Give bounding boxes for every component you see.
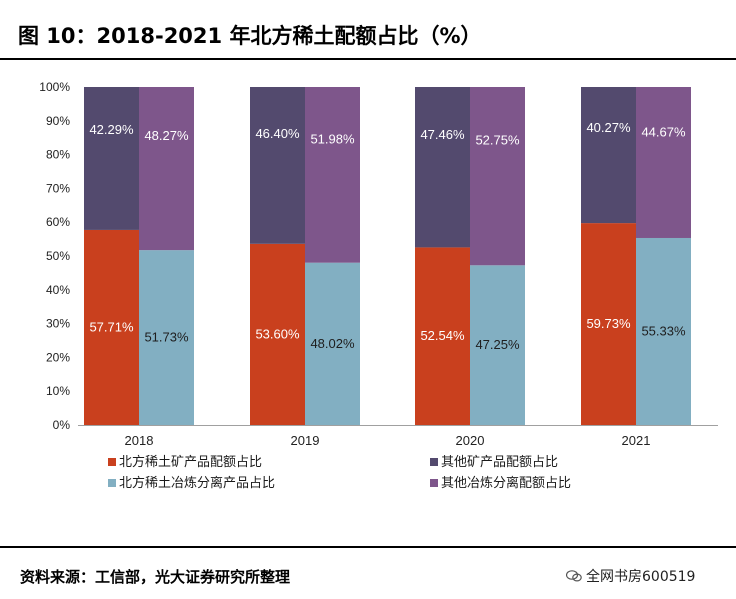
bar-segment <box>84 87 139 230</box>
legend-label: 北方稀土冶炼分离产品占比 <box>119 475 275 490</box>
watermark: 全网书房600519 <box>566 566 695 586</box>
x-tick-label: 2021 <box>622 433 651 448</box>
data-label: 52.54% <box>420 328 465 343</box>
y-tick-label: 90% <box>46 114 70 128</box>
bar-segment <box>415 87 470 248</box>
y-tick-label: 30% <box>46 317 70 331</box>
y-tick-label: 50% <box>46 249 70 263</box>
bar-segment <box>305 262 360 425</box>
legend-label: 其他冶炼分离配额占比 <box>441 475 571 490</box>
bar-segment <box>581 87 636 224</box>
x-tick-label: 2020 <box>456 433 485 448</box>
y-tick-label: 40% <box>46 283 70 297</box>
y-tick-label: 0% <box>53 418 71 432</box>
watermark-text: 全网书房600519 <box>586 569 696 585</box>
x-tick-label: 2019 <box>291 433 320 448</box>
y-tick-label: 10% <box>46 384 70 398</box>
y-tick-label: 60% <box>46 215 70 229</box>
legend-swatch <box>108 479 116 487</box>
bar-segment <box>250 87 305 244</box>
data-label: 48.02% <box>310 336 355 351</box>
legend-label: 其他矿产品配额占比 <box>441 454 558 469</box>
data-label: 53.60% <box>255 326 300 341</box>
y-tick-label: 20% <box>46 350 70 364</box>
bar-segment <box>415 247 470 425</box>
chart-title: 图 10：2018-2021 年北方稀土配额占比（%） <box>18 24 482 48</box>
bar-segment <box>139 87 194 251</box>
legend-swatch <box>430 479 438 487</box>
y-tick-label: 70% <box>46 181 70 195</box>
wechat-icon <box>566 570 582 582</box>
bar-segment <box>636 237 691 425</box>
legend-swatch <box>108 458 116 466</box>
data-label: 48.27% <box>144 128 189 143</box>
data-label: 47.25% <box>475 337 520 352</box>
y-tick-label: 80% <box>46 148 70 162</box>
bar-segment <box>470 265 525 425</box>
x-tick-label: 2018 <box>125 433 154 448</box>
legend-label: 北方稀土矿产品配额占比 <box>119 454 262 469</box>
data-label: 51.73% <box>144 330 189 345</box>
data-label: 59.73% <box>586 316 631 331</box>
data-label: 52.75% <box>475 132 520 147</box>
data-label: 40.27% <box>586 120 631 135</box>
stacked-bar-chart: 0% 10% 20% 30% 40% 50% 60% 70% 80% 90% 100% 57.71% 4… <box>39 80 718 490</box>
bar-segment <box>305 87 360 263</box>
data-label: 55.33% <box>641 323 686 338</box>
top-rule <box>0 58 736 60</box>
bottom-rule <box>0 546 736 548</box>
bar-segment <box>139 250 194 425</box>
data-label: 42.29% <box>89 122 134 137</box>
bar-segment <box>470 87 525 266</box>
data-label: 46.40% <box>255 126 300 141</box>
bar-segment <box>636 87 691 238</box>
bar-segment <box>581 223 636 425</box>
y-tick-label: 100% <box>39 80 70 94</box>
data-label: 51.98% <box>310 132 355 147</box>
data-label: 57.71% <box>89 319 134 334</box>
legend-swatch <box>430 458 438 466</box>
data-label: 47.46% <box>420 127 465 142</box>
source-note: 资料来源：工信部，光大证券研究所整理 <box>20 568 291 586</box>
data-label: 44.67% <box>641 124 686 139</box>
bar-segment <box>250 243 305 425</box>
bar-segment <box>84 229 139 425</box>
